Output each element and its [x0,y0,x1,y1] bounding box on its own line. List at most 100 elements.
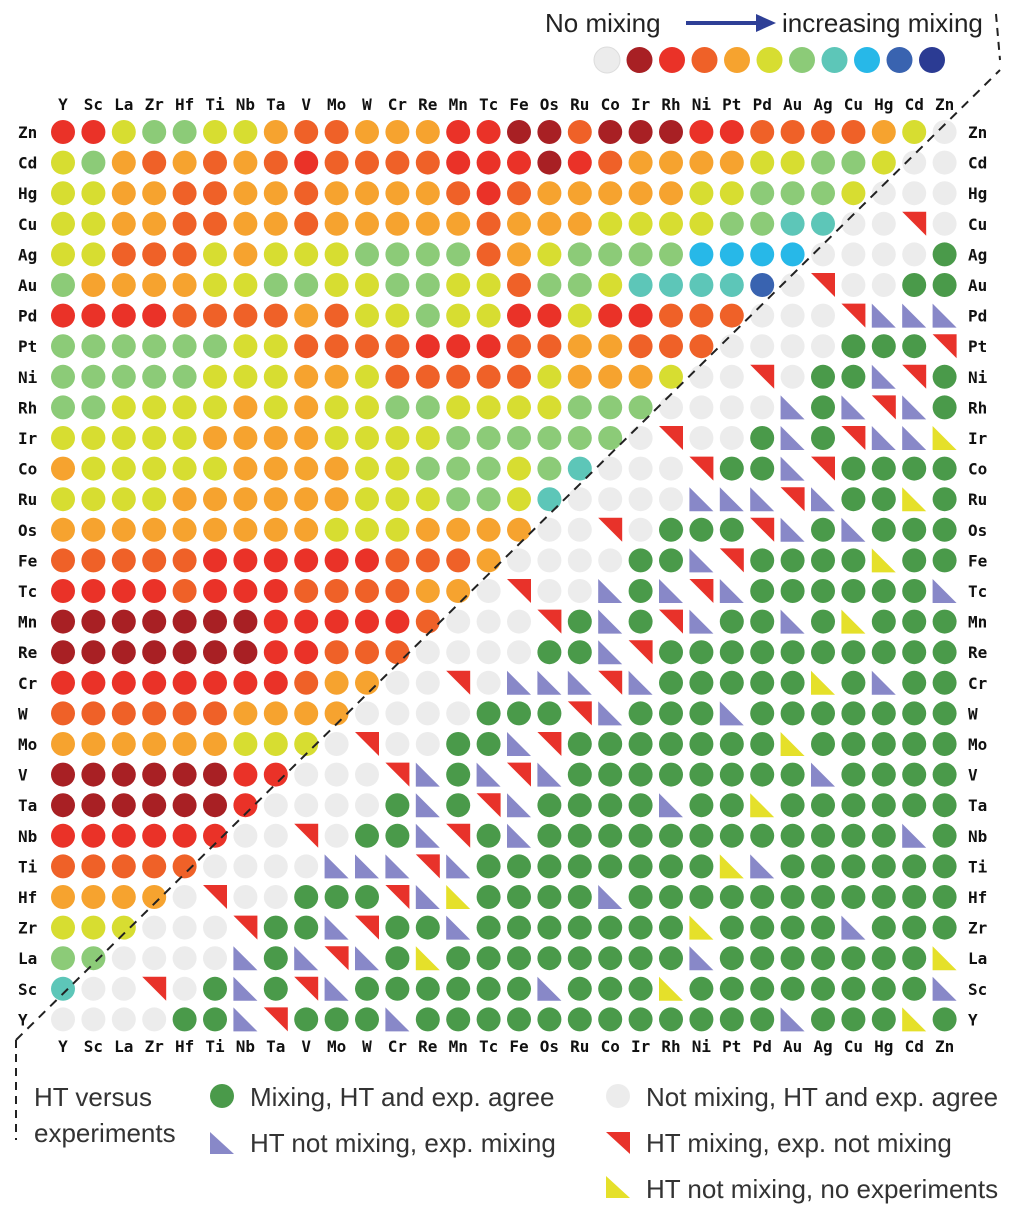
cell-Ni-Hg [871,364,896,389]
cell-Ag-Ti [203,242,227,267]
cell-Nb-Ni [689,823,714,848]
cell-Re-Rh [659,640,683,665]
row-header-left-Pt: Pt [18,337,37,356]
row-header-left-Ta: Ta [18,796,37,815]
cell-Ru-Ni [689,487,714,512]
cell-Co-Cd [902,456,927,481]
col-header-top-Hf: Hf [175,95,194,114]
cell-Cu-Re [415,211,440,236]
cell-Y-Re [415,1007,440,1032]
cell-Cd-Hf [172,150,197,175]
cell-Nb-Ti [203,823,227,848]
cell-Co-Hg [871,456,896,481]
cell-Rh-Fe [507,395,531,420]
cell-La-Cu [841,946,866,971]
cell-Cd-La [111,150,136,175]
cell-Zr-Cr [385,915,410,940]
cell-Au-Nb [233,273,258,297]
cell-Mn-Nb [233,609,258,634]
cell-Mn-Y [51,609,75,634]
scale-dot-9 [886,47,913,73]
cell-Mo-Os [537,732,562,756]
cell-Nb-V [294,823,319,848]
cell-Hg-V [294,181,319,206]
cell-Ti-Ir [628,854,653,879]
cell-Hf-Re [415,885,440,909]
cell-Sc-Ni [689,976,714,1001]
cell-Cd-Ir [628,150,653,175]
cell-Ir-Y [51,426,75,450]
cell-W-Re [415,701,440,726]
cell-Rh-Y [51,395,75,420]
cell-Ru-Zn [932,487,957,512]
cell-Os-Pd [750,517,775,542]
cell-V-Fe [507,762,531,787]
cell-Ta-Co [598,793,623,818]
cell-Cr-Mn [446,670,471,695]
cell-Ru-Cr [385,487,410,512]
cell-W-Ti [203,701,227,726]
cell-Sc-Hf [172,976,197,1001]
cell-Pd-Mo [324,303,349,328]
cell-Cd-W [355,150,379,175]
cell-Mo-Ta [263,732,288,756]
cell-Ir-Zn [932,426,957,450]
cell-Ru-Co [598,487,623,512]
cell-Fe-Ir [628,548,653,573]
cell-Pt-Ir [628,334,653,359]
cell-V-Ni [689,762,714,787]
cell-Ir-Nb [233,426,258,450]
cell-Zn-Tc [476,120,501,144]
cell-Ir-Os [537,426,562,450]
cell-Re-Ti [203,640,227,665]
cell-Mn-Ag [811,609,835,634]
legend: HT versus experiments Mixing, HT and exp… [34,1082,998,1204]
cell-Co-Zn [932,456,957,481]
scale-dot-6 [789,47,815,73]
cell-Re-Cu [841,640,866,665]
cell-Ti-Fe [507,854,531,879]
cell-Au-Hf [172,273,197,297]
cell-Pt-Nb [233,334,258,359]
cell-W-Ag [811,701,835,726]
cell-Y-Co [598,1007,623,1032]
cell-Co-Zr [142,456,167,481]
cell-Ti-Cd [902,854,927,879]
col-header-bottom-Hg: Hg [874,1037,893,1056]
col-header-bottom-Zn: Zn [935,1037,954,1056]
cell-Cu-Hg [871,211,896,236]
cell-Zr-Mn [446,915,471,940]
cell-Y-Rh [659,1007,683,1032]
scale-dot-7 [821,47,848,73]
cell-Cd-Au [780,150,805,175]
cell-Y-Nb [233,1007,258,1032]
cell-Tc-Hf [172,579,197,603]
cell-La-Hg [871,946,896,971]
cell-Cr-Sc [81,670,106,695]
cell-Au-La [111,273,136,297]
cell-Hg-Hf [172,181,197,206]
cell-Tc-Ru [567,579,592,603]
cell-Ru-Zr [142,487,167,512]
cell-Hf-Ta [263,885,288,909]
cell-Hg-Sc [81,181,106,206]
cell-Re-Hg [871,640,896,665]
cell-Nb-Hg [871,823,896,848]
cell-Hg-Cr [385,181,410,206]
cell-Ni-Ti [203,364,227,389]
cell-Mo-Co [598,732,623,756]
cell-Cd-Ni [689,150,714,175]
col-header-bottom-Os: Os [540,1037,559,1056]
cell-Ru-Os [537,487,562,512]
cell-Hg-Rh [659,181,683,206]
cell-Rh-Pt [719,395,744,420]
cell-Tc-Sc [81,579,106,603]
cell-Fe-Tc [476,548,501,573]
cell-Mo-Cu [841,732,866,756]
cell-Ag-Os [537,242,562,267]
cell-Hf-Pd [750,885,775,909]
cell-Ir-Re [415,426,440,450]
cell-Y-Tc [476,1007,501,1032]
cell-V-Tc [476,762,501,787]
